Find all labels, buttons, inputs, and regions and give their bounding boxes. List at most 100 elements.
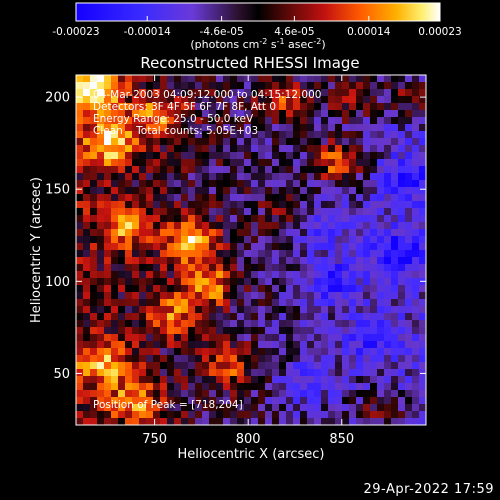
- heatmap-cell: [216, 278, 224, 286]
- heatmap-cell: [202, 145, 210, 153]
- heatmap-cell: [398, 390, 406, 398]
- heatmap-cell: [419, 397, 427, 405]
- heatmap-cell: [335, 271, 343, 279]
- heatmap-cell: [286, 117, 294, 125]
- heatmap-cell: [293, 208, 301, 216]
- heatmap-cell: [244, 383, 252, 391]
- heatmap-cell: [356, 355, 364, 363]
- heatmap-cell: [181, 159, 189, 167]
- heatmap-cell: [90, 320, 98, 328]
- heatmap-cell: [104, 229, 112, 237]
- heatmap-cell: [419, 124, 427, 132]
- heatmap-cell: [216, 187, 224, 195]
- heatmap-cell: [265, 110, 273, 118]
- heatmap-cell: [230, 222, 238, 230]
- heatmap-cell: [272, 159, 280, 167]
- heatmap-cell: [412, 236, 420, 244]
- heatmap-cell: [174, 327, 182, 335]
- heatmap-cell: [391, 292, 399, 300]
- heatmap-cell: [419, 194, 427, 202]
- heatmap-cell: [174, 117, 182, 125]
- heatmap-cell: [265, 159, 273, 167]
- heatmap-cell: [258, 236, 266, 244]
- heatmap-cell: [293, 397, 301, 405]
- heatmap-cell: [111, 264, 119, 272]
- heatmap-cell: [244, 362, 252, 370]
- heatmap-cell: [230, 75, 238, 83]
- heatmap-cell: [237, 138, 245, 146]
- heatmap-cell: [167, 411, 175, 419]
- heatmap-cell: [307, 250, 315, 258]
- heatmap-cell: [181, 348, 189, 356]
- heatmap-cell: [356, 292, 364, 300]
- heatmap-cell: [153, 362, 161, 370]
- heatmap-cell: [146, 250, 154, 258]
- heatmap-cell: [237, 362, 245, 370]
- heatmap-cell: [356, 264, 364, 272]
- heatmap-cell: [223, 369, 231, 377]
- heatmap-cell: [97, 124, 105, 132]
- heatmap-cell: [314, 292, 322, 300]
- heatmap-cell: [167, 397, 175, 405]
- heatmap-cell: [377, 236, 385, 244]
- heatmap-cell: [139, 355, 147, 363]
- heatmap-cell: [174, 341, 182, 349]
- heatmap-cell: [83, 285, 91, 293]
- heatmap-cell: [384, 103, 392, 111]
- heatmap-cell: [76, 96, 84, 104]
- heatmap-cell: [391, 355, 399, 363]
- heatmap-cell: [125, 264, 133, 272]
- heatmap-cell: [314, 89, 322, 97]
- heatmap-cell: [314, 334, 322, 342]
- heatmap-cell: [104, 411, 112, 419]
- heatmap-cell: [76, 201, 84, 209]
- heatmap-cell: [237, 348, 245, 356]
- heatmap-cell: [398, 355, 406, 363]
- heatmap-cell: [83, 369, 91, 377]
- heatmap-cell: [195, 229, 203, 237]
- heatmap-cell: [321, 187, 329, 195]
- heatmap-cell: [104, 173, 112, 181]
- heatmap-cell: [293, 110, 301, 118]
- heatmap-cell: [125, 334, 133, 342]
- heatmap-cell: [279, 390, 287, 398]
- heatmap-cell: [167, 404, 175, 412]
- heatmap-cell: [153, 383, 161, 391]
- heatmap-cell: [153, 215, 161, 223]
- heatmap-cell: [328, 278, 336, 286]
- heatmap-cell: [167, 383, 175, 391]
- heatmap-cell: [384, 82, 392, 90]
- heatmap-cell: [279, 187, 287, 195]
- heatmap-cell: [377, 299, 385, 307]
- heatmap-cell: [167, 236, 175, 244]
- heatmap-cell: [202, 348, 210, 356]
- heatmap-cell: [286, 103, 294, 111]
- heatmap-cell: [104, 138, 112, 146]
- heatmap-cell: [188, 418, 196, 426]
- colorbar-gradient: [75, 2, 441, 22]
- heatmap-cell: [223, 194, 231, 202]
- heatmap-cell: [167, 89, 175, 97]
- heatmap-cell: [146, 180, 154, 188]
- heatmap-cell: [258, 194, 266, 202]
- heatmap-cell: [104, 390, 112, 398]
- heatmap-cell: [118, 208, 126, 216]
- heatmap-cell: [181, 418, 189, 426]
- heatmap-cell: [349, 376, 357, 384]
- heatmap-cell: [125, 166, 133, 174]
- heatmap-cell: [370, 299, 378, 307]
- heatmap-cell: [83, 355, 91, 363]
- heatmap-cell: [118, 250, 126, 258]
- heatmap-cell: [76, 285, 84, 293]
- heatmap-cell: [272, 292, 280, 300]
- heatmap-cell: [251, 166, 259, 174]
- heatmap-cell: [90, 215, 98, 223]
- heatmap-cell: [195, 89, 203, 97]
- heatmap-cell: [139, 306, 147, 314]
- heatmap-cell: [174, 369, 182, 377]
- heatmap-cell: [286, 278, 294, 286]
- heatmap-cell: [153, 327, 161, 335]
- heatmap-cell: [104, 187, 112, 195]
- heatmap-cell: [405, 390, 413, 398]
- heatmap-cell: [237, 145, 245, 153]
